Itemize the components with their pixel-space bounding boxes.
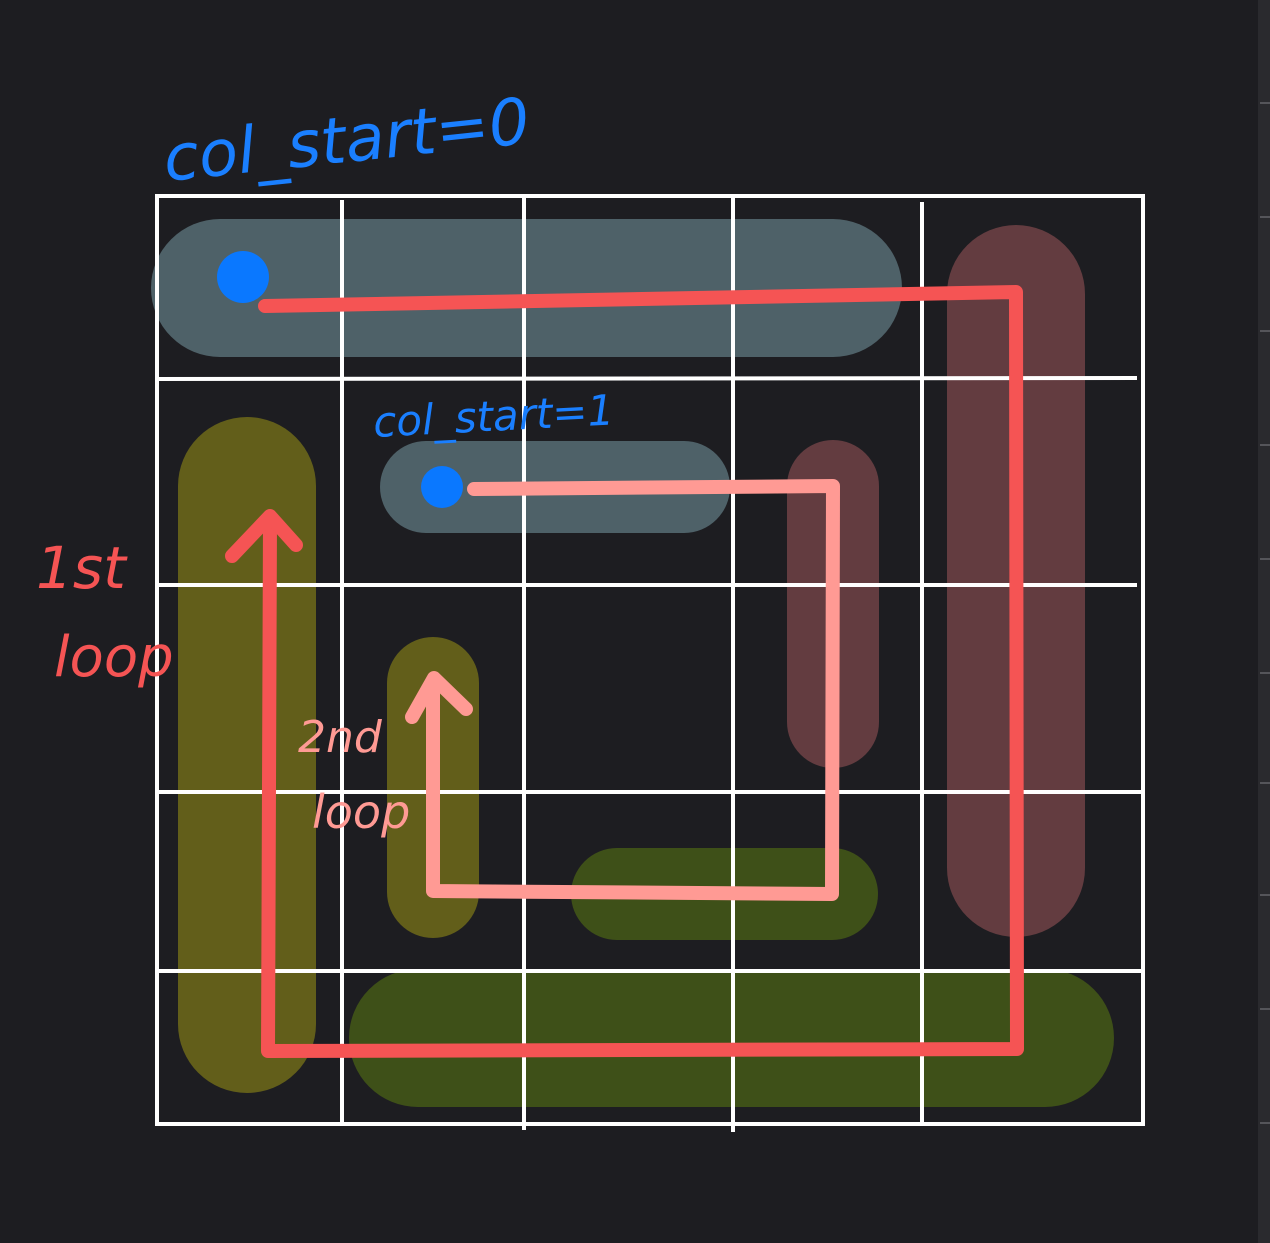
col-start-1-label: col_start=1: [372, 385, 615, 447]
second-loop-traversal-line: [426, 479, 840, 901]
strip-tick: [1260, 1008, 1270, 1010]
second-loop-arrowhead: [405, 671, 473, 724]
col-start-0-label: col_start=0: [160, 85, 533, 197]
strip-tick: [1260, 330, 1270, 332]
first-loop-arrowhead: [225, 509, 303, 563]
second-loop-label-line2: loop: [312, 785, 410, 839]
strip-tick: [1260, 444, 1270, 446]
strip-tick: [1260, 102, 1270, 104]
first-loop-start-dot: [217, 251, 269, 303]
strip-tick: [1260, 558, 1270, 560]
matrix-grid: [155, 194, 1145, 1132]
first-loop-label-line1: 1st: [36, 534, 128, 602]
grid-horizontal-line-1: [156, 376, 1138, 381]
canvas-edge-strip: [1258, 0, 1270, 1243]
first-loop-path: [225, 285, 1024, 1058]
second-loop-path: [405, 479, 840, 901]
first-loop-label-line2: loop: [54, 625, 174, 690]
strip-tick: [1260, 672, 1270, 674]
strip-tick: [1260, 1122, 1270, 1124]
second-loop-label-line1: 2nd: [298, 712, 383, 763]
grid-outer-border: [155, 194, 1145, 1126]
strip-tick: [1260, 782, 1270, 784]
first-loop-traversal-line: [258, 285, 1024, 1058]
strip-tick: [1260, 894, 1270, 896]
second-loop-start-dot: [421, 466, 463, 508]
strip-tick: [1260, 216, 1270, 218]
